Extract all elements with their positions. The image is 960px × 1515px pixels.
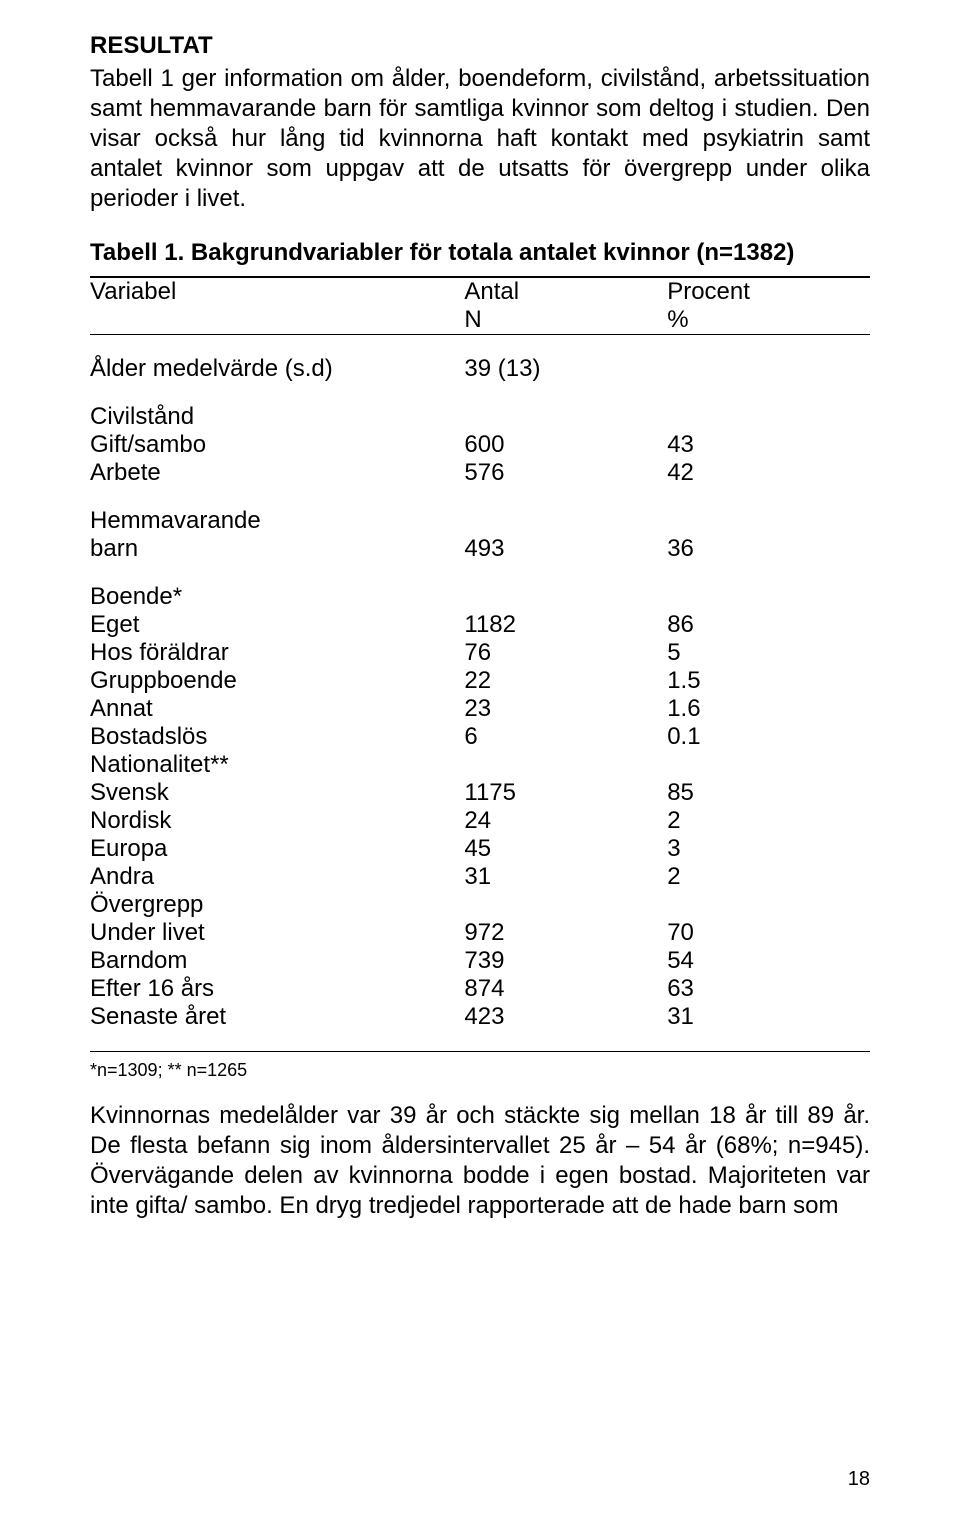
civil-gift-p: 43	[667, 431, 870, 459]
nat-svensk-n: 1175	[464, 779, 667, 807]
boende-grupp-label: Gruppboende	[90, 667, 464, 695]
page-number: 18	[848, 1468, 870, 1491]
nat-nordisk-p: 2	[667, 807, 870, 835]
hemma-title2: barn	[90, 535, 464, 563]
ovg-16-label: Efter 16 års	[90, 975, 464, 1003]
table-caption: Tabell 1. Bakgrundvariabler för totala a…	[90, 238, 870, 268]
nat-andra-label: Andra	[90, 863, 464, 891]
intro-paragraph: Tabell 1 ger information om ålder, boend…	[90, 64, 870, 214]
table-row: Gruppboende 22 1.5	[90, 667, 870, 695]
table-row: Övergrepp	[90, 891, 870, 919]
boende-title: Boende*	[90, 583, 464, 611]
age-value: 39 (13)	[464, 355, 667, 383]
table-footnote: *n=1309; ** n=1265	[90, 1060, 870, 1081]
nat-svensk-p: 85	[667, 779, 870, 807]
table-row: Gift/sambo 600 43	[90, 431, 870, 459]
subheader-n: N	[464, 306, 667, 335]
table-row: Andra 31 2	[90, 863, 870, 891]
table-row: Barndom 739 54	[90, 947, 870, 975]
header-variable: Variabel	[90, 278, 464, 306]
table-row: Efter 16 års 874 63	[90, 975, 870, 1003]
boende-annat-label: Annat	[90, 695, 464, 723]
nat-nordisk-label: Nordisk	[90, 807, 464, 835]
table-row: Senaste året 423 31	[90, 1003, 870, 1031]
age-label: Ålder medelvärde (s.d)	[90, 355, 464, 383]
boende-bostlos-n: 6	[464, 723, 667, 751]
civil-gift-n: 600	[464, 431, 667, 459]
arbete-label: Arbete	[90, 459, 464, 487]
data-table: Variabel Antal Procent N % Ålder medelvä…	[90, 276, 870, 1052]
boende-grupp-p: 1.5	[667, 667, 870, 695]
table-row: Nationalitet**	[90, 751, 870, 779]
ovg-under-n: 972	[464, 919, 667, 947]
table-subheader-row: N %	[90, 306, 870, 335]
ovg-under-label: Under livet	[90, 919, 464, 947]
ovg-sen-p: 31	[667, 1003, 870, 1031]
hemma-p: 36	[667, 535, 870, 563]
header-antal: Antal	[464, 278, 667, 306]
table-row: barn 493 36	[90, 535, 870, 563]
table-row: Boende*	[90, 583, 870, 611]
nat-nordisk-n: 24	[464, 807, 667, 835]
hemma-n: 493	[464, 535, 667, 563]
boende-eget-n: 1182	[464, 611, 667, 639]
boende-hosf-n: 76	[464, 639, 667, 667]
table-header-row: Variabel Antal Procent	[90, 278, 870, 306]
boende-hosf-p: 5	[667, 639, 870, 667]
document-page: RESULTAT Tabell 1 ger information om åld…	[0, 0, 960, 1515]
table-row: Eget 1182 86	[90, 611, 870, 639]
ovg-16-n: 874	[464, 975, 667, 1003]
arbete-n: 576	[464, 459, 667, 487]
ovg-barn-n: 739	[464, 947, 667, 975]
boende-grupp-n: 22	[464, 667, 667, 695]
subheader-pct: %	[667, 306, 870, 335]
nat-title: Nationalitet**	[90, 751, 464, 779]
ovg-barn-label: Barndom	[90, 947, 464, 975]
boende-annat-p: 1.6	[667, 695, 870, 723]
boende-bostlos-label: Bostadslös	[90, 723, 464, 751]
ovg-barn-p: 54	[667, 947, 870, 975]
section-heading: RESULTAT	[90, 32, 870, 60]
boende-eget-label: Eget	[90, 611, 464, 639]
table-row: Europa 45 3	[90, 835, 870, 863]
result-paragraph: Kvinnornas medelålder var 39 år och stäc…	[90, 1101, 870, 1221]
table-row: Hos föräldrar 76 5	[90, 639, 870, 667]
nat-svensk-label: Svensk	[90, 779, 464, 807]
table-row: Nordisk 24 2	[90, 807, 870, 835]
nat-andra-p: 2	[667, 863, 870, 891]
table-row: Hemmavarande	[90, 507, 870, 535]
table-row: Civilstånd	[90, 403, 870, 431]
nat-europa-n: 45	[464, 835, 667, 863]
boende-hosf-label: Hos föräldrar	[90, 639, 464, 667]
table-row: Under livet 972 70	[90, 919, 870, 947]
table-row: Annat 23 1.6	[90, 695, 870, 723]
table-row: Svensk 1175 85	[90, 779, 870, 807]
table-row: Ålder medelvärde (s.d) 39 (13)	[90, 355, 870, 383]
arbete-p: 42	[667, 459, 870, 487]
boende-annat-n: 23	[464, 695, 667, 723]
nat-andra-n: 31	[464, 863, 667, 891]
table-row: Bostadslös 6 0.1	[90, 723, 870, 751]
boende-eget-p: 86	[667, 611, 870, 639]
civil-title: Civilstånd	[90, 403, 464, 431]
nat-europa-label: Europa	[90, 835, 464, 863]
nat-europa-p: 3	[667, 835, 870, 863]
hemma-title1: Hemmavarande	[90, 507, 464, 535]
boende-bostlos-p: 0.1	[667, 723, 870, 751]
ovg-title: Övergrepp	[90, 891, 464, 919]
header-procent: Procent	[667, 278, 870, 306]
ovg-under-p: 70	[667, 919, 870, 947]
ovg-16-p: 63	[667, 975, 870, 1003]
civil-gift-label: Gift/sambo	[90, 431, 464, 459]
table-row: Arbete 576 42	[90, 459, 870, 487]
ovg-sen-label: Senaste året	[90, 1003, 464, 1031]
ovg-sen-n: 423	[464, 1003, 667, 1031]
